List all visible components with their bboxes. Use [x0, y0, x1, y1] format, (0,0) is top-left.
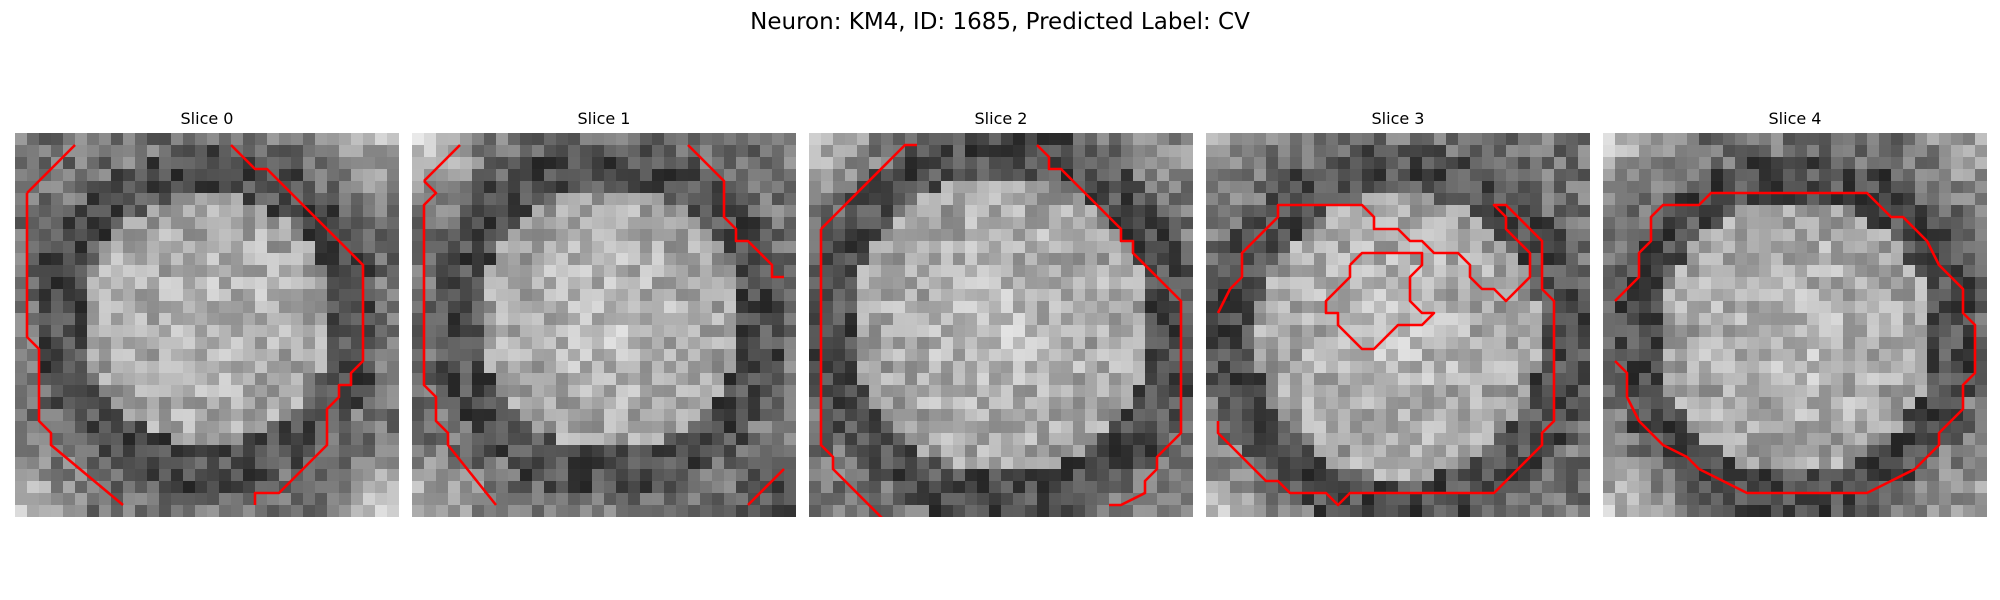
slice-panel-2: Slice 2: [809, 108, 1193, 517]
slice-0-image: [15, 133, 399, 517]
slice-panel-1: Slice 1: [412, 108, 796, 517]
slice-panel-3: Slice 3: [1206, 108, 1590, 517]
grayscale-pixels: [1603, 133, 1987, 517]
slice-panel-0: Slice 0: [15, 108, 399, 517]
slice-panel-4: Slice 4: [1603, 108, 1987, 517]
slice-image-2: [809, 133, 1193, 517]
slice-image-1: [412, 133, 796, 517]
slice-title: Slice 0: [180, 109, 234, 128]
figure-title: Neuron: KM4, ID: 1685, Predicted Label: …: [750, 9, 1250, 35]
contour-overlay: [25, 144, 365, 506]
contour-line: [687, 144, 784, 279]
slice-image-4: [1603, 133, 1987, 517]
contour-line: [1036, 144, 1183, 507]
grayscale-pixels: [809, 133, 1193, 517]
contour-line: [747, 468, 785, 506]
slice-image-0: [15, 133, 399, 517]
contour-overlay: [1614, 191, 1977, 495]
slice-image-3: [1206, 133, 1590, 517]
contour-line: [1324, 251, 1436, 351]
grayscale-pixels: [15, 133, 399, 517]
slice-title: Slice 3: [1371, 109, 1425, 128]
contour-line: [820, 143, 917, 230]
slice-title: Slice 2: [974, 109, 1028, 128]
contour-overlay: [819, 143, 1183, 517]
slice-2-image: [809, 133, 1193, 517]
slice-3-image: [1206, 133, 1590, 517]
contour-line: [26, 144, 76, 194]
contour-line: [422, 180, 498, 506]
contour-line: [25, 193, 124, 506]
contour-overlay: [1216, 203, 1556, 507]
slice-1-image: [412, 133, 796, 517]
slice-title: Slice 4: [1768, 109, 1822, 128]
contour-line: [1216, 203, 1556, 507]
grayscale-pixels: [1206, 133, 1590, 517]
contour-overlay: [422, 144, 785, 506]
grayscale-pixels: [412, 133, 796, 517]
contour-line: [423, 144, 461, 182]
contour-line: [1614, 191, 1977, 495]
slice-4-image: [1603, 133, 1987, 517]
slice-title: Slice 1: [577, 109, 631, 128]
contour-line: [819, 229, 883, 517]
contour-line: [230, 144, 365, 505]
